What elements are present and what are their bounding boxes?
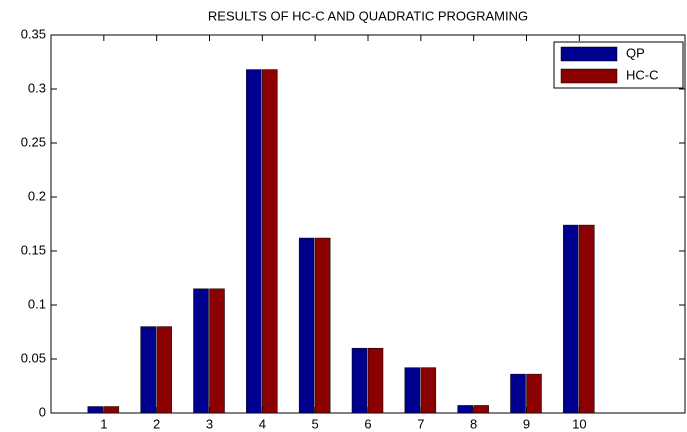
bar — [473, 405, 489, 414]
x-tick-label: 3 — [206, 416, 213, 431]
y-tick-label: 0.35 — [21, 26, 46, 41]
bar — [193, 288, 209, 414]
bar — [404, 367, 421, 414]
legend-swatch — [560, 46, 618, 62]
legend-swatch — [560, 68, 618, 84]
x-tick-label: 2 — [153, 416, 160, 431]
bar — [457, 405, 473, 414]
bar — [262, 69, 278, 414]
bar — [140, 326, 156, 414]
y-tick-label: 0.05 — [21, 350, 46, 365]
bar — [298, 237, 315, 414]
x-tick-label: 4 — [259, 416, 266, 431]
bar — [314, 237, 331, 414]
bar — [563, 224, 579, 414]
bar — [579, 224, 595, 414]
x-tick-label: 9 — [523, 416, 530, 431]
bar — [156, 326, 172, 414]
bar — [351, 347, 368, 414]
bar — [103, 406, 120, 414]
bar — [420, 367, 437, 414]
y-tick-label: 0.2 — [28, 188, 46, 203]
y-tick-label: 0.3 — [28, 80, 46, 95]
bar — [367, 347, 384, 414]
bar — [246, 69, 262, 414]
x-tick-label: 8 — [470, 416, 477, 431]
x-tick-label: 7 — [417, 416, 424, 431]
y-tick-label: 0.1 — [28, 296, 46, 311]
bar — [209, 288, 225, 414]
y-tick-label: 0.15 — [21, 242, 46, 257]
x-tick-label: 5 — [312, 416, 319, 431]
bar — [526, 373, 542, 414]
legend-label: HC-C — [626, 67, 659, 82]
chart-title: RESULTS OF HC-C AND QUADRATIC PROGRAMING — [208, 8, 528, 23]
bar — [510, 373, 526, 414]
y-tick-label: 0 — [39, 404, 46, 419]
y-tick-label: 0.25 — [21, 134, 46, 149]
x-tick-label: 10 — [572, 416, 586, 431]
bar — [87, 406, 104, 414]
legend-label: QP — [626, 45, 645, 60]
x-tick-label: 1 — [100, 416, 107, 431]
x-tick-label: 6 — [364, 416, 371, 431]
